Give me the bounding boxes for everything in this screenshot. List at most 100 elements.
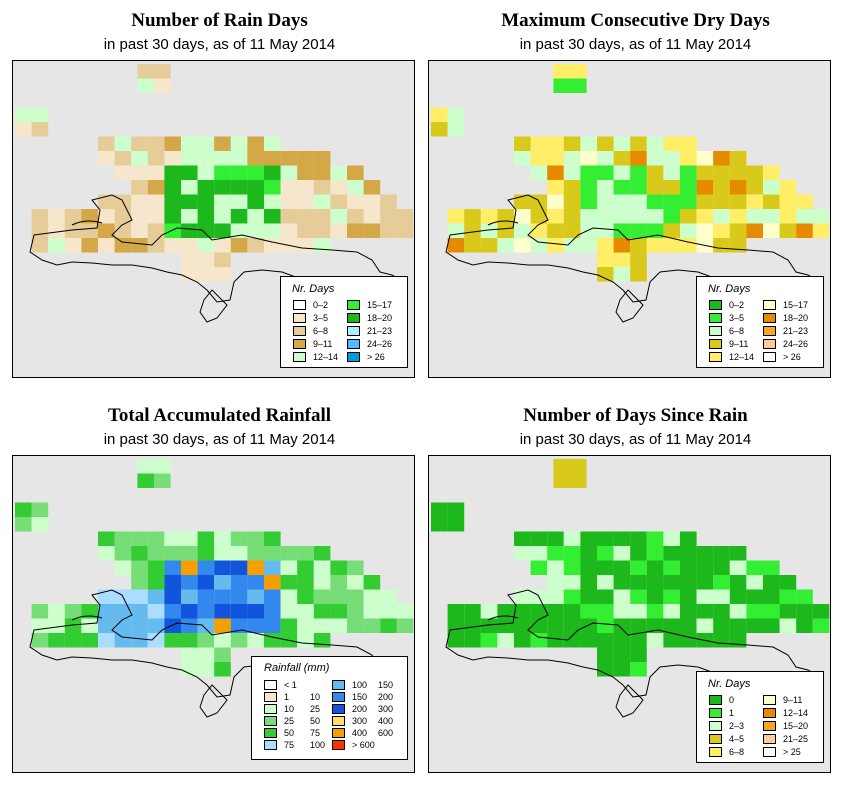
grid-cell [663,165,680,180]
legend-swatch [264,740,277,750]
legend-swatch [332,740,345,750]
legend-swatch [347,313,360,323]
legend-swatch [264,692,277,702]
grid-cell [197,531,215,546]
grid-cell [181,575,198,590]
grid-cell [729,633,747,648]
grid-cell [646,531,664,546]
grid-cell [547,618,564,633]
legend-label: 0–2 [313,300,329,310]
grid-cell [630,136,647,151]
grid-cell [613,633,631,648]
grid-cell [613,546,631,561]
grid-cell [613,223,631,238]
grid-cell [663,560,680,575]
grid-cell [214,238,231,253]
grid-cell [530,604,548,619]
grid-cell [447,517,465,532]
legend-label-upper: 150 [378,680,394,690]
legend-label: 15–17 [367,300,393,310]
grid-cell [264,238,281,253]
grid-cell [563,223,581,238]
legend-swatch [763,721,776,731]
legend-label: 3–5 [313,313,329,323]
map-rain-days[interactable] [12,60,415,378]
legend-label: 24–26 [783,339,809,349]
grid-cell [713,223,730,238]
grid-cell [680,575,697,590]
grid-cell [447,107,465,122]
grid-cell [181,267,198,282]
grid-cell [114,223,132,238]
legend-swatch [763,339,776,349]
legend-swatch [264,716,277,726]
grid-cell [363,589,381,604]
grid-cell [181,194,198,209]
grid-cell [15,517,32,532]
grid-cell [613,151,631,166]
legend-label: 15–17 [783,300,809,310]
legend-swatch [293,300,306,310]
grid-cell [247,560,264,575]
grid-cell [563,589,581,604]
grid-cell [613,180,631,195]
grid-cell [630,604,647,619]
grid-cell [580,633,597,648]
grid-cell [313,151,331,166]
legend-swatch [709,313,722,323]
grid-cell [297,604,314,619]
grid-cell [547,531,564,546]
grid-cell [247,604,264,619]
grid-cell [713,151,730,166]
grid-cell [530,531,548,546]
legend-label: 10 [284,704,295,714]
grid-cell [563,194,581,209]
grid-cell [464,618,481,633]
grid-cell [796,194,813,209]
grid-cell [81,633,98,648]
grid-cell [64,633,82,648]
grid-cell [363,604,381,619]
grid-cell [630,209,647,224]
grid-cell [729,575,747,590]
grid-cell [680,223,697,238]
legend-label: 4–5 [729,734,745,744]
grid-cell [597,546,614,561]
grid-cell [646,151,664,166]
grid-cell [447,238,465,253]
grid-cell [779,604,797,619]
grid-cell [812,223,830,238]
coast-outline [199,289,228,323]
grid-cell [530,633,548,648]
grid-cell [563,238,581,253]
grid-cell [680,531,697,546]
legend-swatch [709,352,722,362]
grid-cell [214,267,231,282]
grid-cell [280,209,298,224]
grid-cell [597,618,614,633]
grid-cell [746,618,763,633]
grid-cell [313,633,331,648]
grid-cell [696,560,714,575]
grid-cell [696,546,714,561]
grid-cell [497,633,514,648]
grid-cell [264,531,281,546]
grid-cell [114,238,132,253]
legend-label: 400 [352,728,368,738]
grid-cell [347,589,364,604]
grid-cell [696,589,714,604]
grid-cell [137,473,154,488]
grid-cell [514,151,531,166]
grid-cell [147,151,165,166]
grid-cell [280,223,298,238]
legend-label: 0–2 [729,300,745,310]
grid-cell [464,209,481,224]
grid-cell [131,560,148,575]
grid-cell [81,209,98,224]
legend-swatch [763,313,776,323]
grid-cell [563,151,581,166]
grid-cell [630,180,647,195]
grid-cell [330,209,347,224]
grid-cell [646,180,664,195]
legend-label: 100 [352,680,368,690]
